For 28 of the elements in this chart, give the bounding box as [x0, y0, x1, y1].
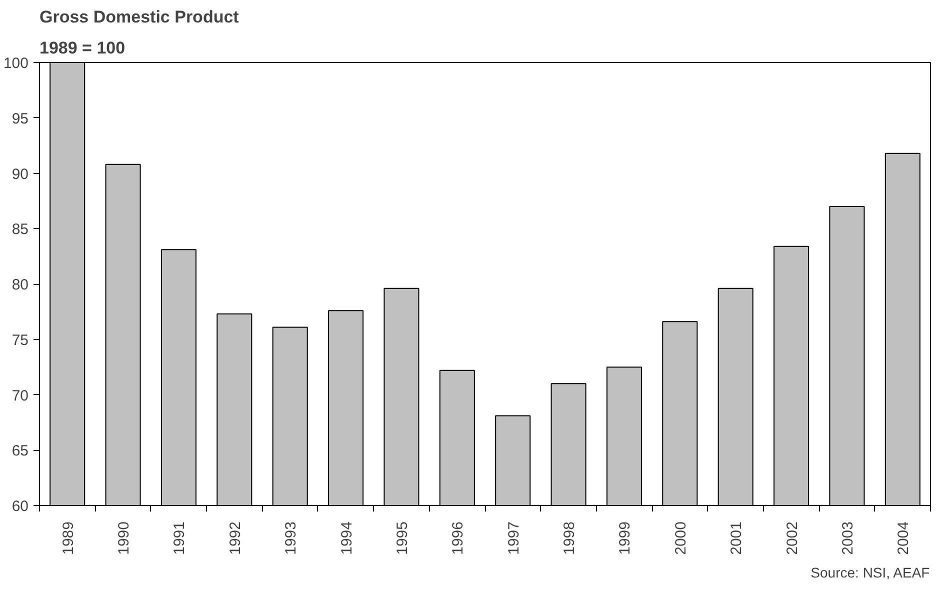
y-tick-label: 80 — [12, 276, 29, 294]
y-tick-label: 65 — [12, 442, 29, 460]
chart-subtitle: 1989 = 100 — [40, 38, 126, 58]
x-tick-label: 1997 — [505, 521, 522, 555]
y-tick-label: 95 — [12, 110, 29, 128]
x-tick-label: 2003 — [839, 521, 856, 555]
x-tick-label: 1991 — [171, 521, 188, 555]
x-tick-label: 2002 — [784, 521, 801, 555]
source-note: Source: NSI, AEAF — [810, 564, 930, 580]
x-tick-label: 1990 — [116, 521, 133, 555]
x-tick-label: 1999 — [616, 521, 634, 555]
y-tick-label: 85 — [12, 221, 29, 238]
x-tick-label: 1995 — [394, 521, 411, 555]
x-tick-label: 2000 — [672, 521, 690, 555]
x-tick-label: 1996 — [450, 521, 467, 555]
x-tick-label: 2004 — [895, 521, 912, 555]
y-tick-label: 100 — [3, 55, 29, 72]
x-tick-label: 1993 — [282, 521, 300, 555]
y-tick-label: 60 — [12, 498, 29, 515]
x-tick-label: 2001 — [728, 521, 746, 555]
chart-title: Gross Domestic Product — [40, 8, 240, 26]
y-tick-label: 90 — [12, 166, 29, 183]
y-tick-label: 70 — [12, 387, 29, 404]
x-tick-label: 1989 — [60, 521, 77, 555]
x-tick-label: 1994 — [338, 521, 356, 555]
x-tick-label: 1998 — [561, 521, 578, 555]
y-tick-label: 75 — [12, 332, 29, 349]
x-tick-label: 1992 — [226, 521, 244, 555]
